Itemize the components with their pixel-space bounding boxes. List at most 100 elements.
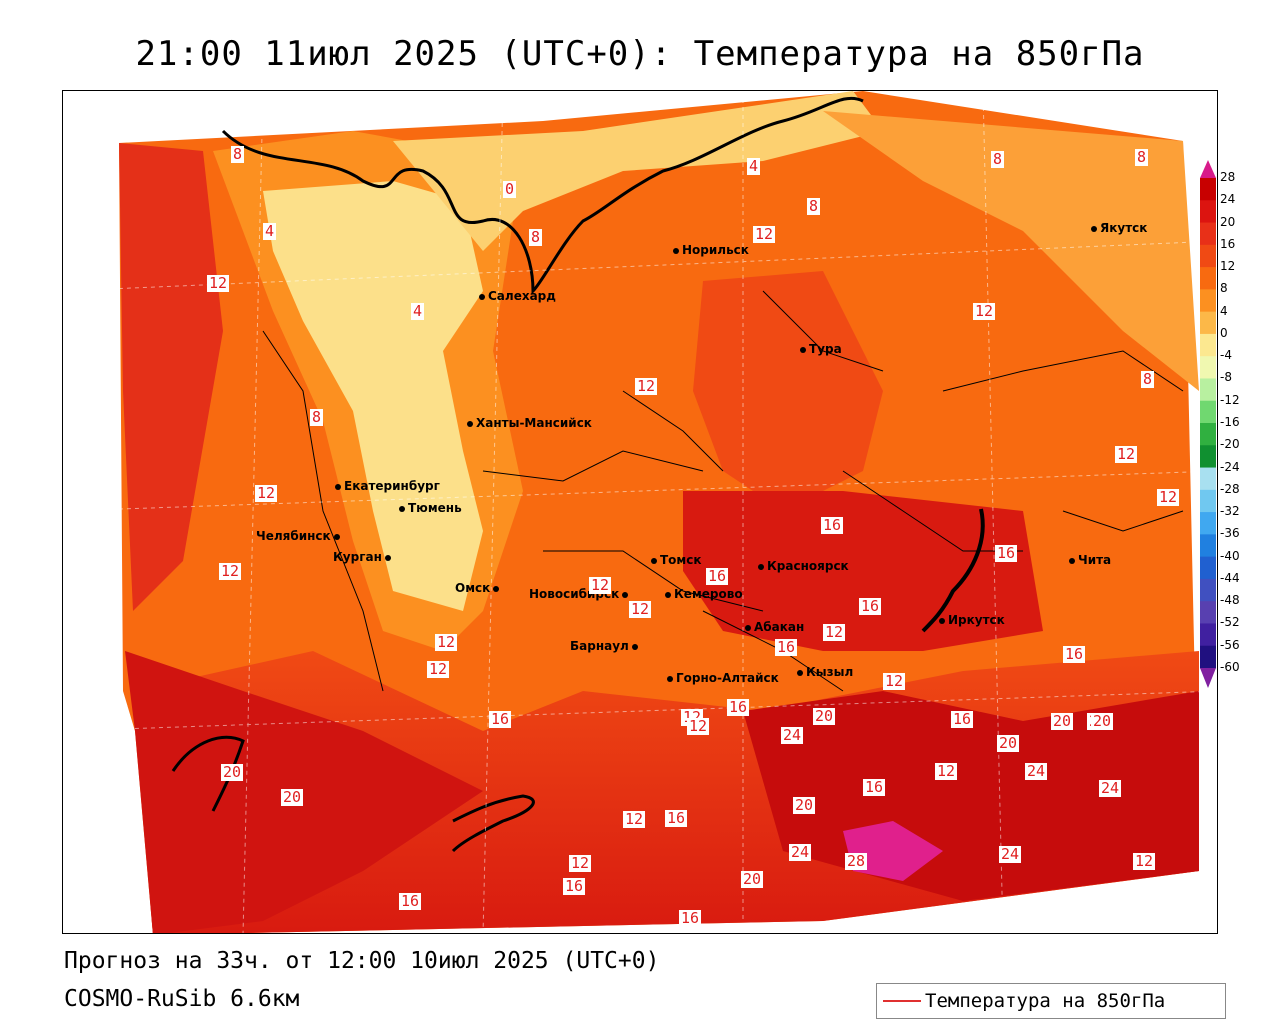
contour-label: 20	[997, 734, 1020, 752]
cold-arctic-zone	[393, 91, 883, 251]
city-dot	[665, 591, 671, 598]
city-dot	[673, 247, 679, 254]
contour-label: 16	[706, 567, 729, 585]
contour-label: 12	[629, 600, 652, 618]
colorbar-segment	[1200, 423, 1216, 446]
colorbar-tick-label: -28	[1220, 481, 1240, 496]
temperature-map: Норильск Якутск Салехард Тура Ханты-Манс…	[62, 90, 1218, 934]
colorbar-tick-label: -24	[1220, 459, 1240, 474]
contour-label: 8	[529, 228, 543, 246]
city-kemerovo: Кемерово	[665, 587, 743, 601]
arctic-coastline	[221, 96, 864, 295]
city-dot	[493, 585, 500, 592]
colorbar-tick-label: 16	[1220, 236, 1236, 251]
city-label: Курган	[333, 550, 382, 564]
contour-label: 16	[665, 809, 688, 827]
city-kyzyl: Кызыл	[797, 665, 853, 679]
city-dot	[631, 643, 638, 650]
contour-label: 12	[207, 274, 230, 292]
lake-baikal	[921, 508, 985, 633]
contour-label: 12	[635, 377, 658, 395]
contour-label: 8	[1135, 148, 1149, 166]
colorbar-tick-label: -20	[1220, 437, 1240, 452]
contour-label: 24	[1025, 762, 1048, 780]
contour-label: 16	[399, 892, 422, 910]
colorbar-tick-label: -36	[1220, 526, 1240, 541]
city-dot	[399, 505, 405, 512]
city-dot	[479, 293, 485, 300]
colorbar-tick-label: 4	[1220, 303, 1228, 318]
city-label: Тура	[809, 342, 842, 356]
contour-label: 8	[1141, 370, 1155, 388]
city-label: Горно-Алтайск	[676, 671, 779, 685]
contour-label: 8	[231, 145, 245, 163]
city-label: Тюмень	[408, 501, 462, 515]
colorbar-tick-label: 24	[1220, 192, 1236, 207]
contour-label: 16	[863, 778, 886, 796]
model-name: COSMO-RuSib 6.6км	[64, 986, 300, 1012]
contour-label: 20	[281, 788, 304, 806]
city-label: Абакан	[754, 620, 805, 634]
city-dot	[939, 617, 945, 624]
contour-label: 12	[687, 717, 710, 735]
contour-label: 12	[219, 562, 242, 580]
colorbar-segment	[1200, 378, 1216, 402]
colorbar-segment	[1200, 489, 1216, 513]
city-norilsk: Норильск	[673, 243, 749, 257]
contour-label: 16	[679, 909, 702, 927]
contour-label: 12	[435, 633, 458, 651]
contour-label: 20	[1091, 712, 1114, 730]
city-label: Якутск	[1100, 221, 1148, 235]
contour-label: 20	[1051, 712, 1074, 730]
forecast-info: Прогноз на 33ч. от 12:00 10июл 2025 (UTC…	[64, 948, 660, 974]
contour-label: 0	[503, 180, 517, 198]
warm-central-siberia-zone	[693, 271, 883, 511]
contour-label: 8	[310, 408, 324, 426]
contour-label: 16	[951, 710, 974, 728]
city-dot	[622, 591, 629, 598]
colorbar-segment	[1200, 400, 1216, 424]
west-warm-strip	[119, 143, 223, 611]
city-tomsk: Томск	[651, 553, 702, 567]
contour-label: 12	[823, 623, 846, 641]
colorbar-segment	[1200, 244, 1216, 268]
contour-label: 12	[255, 484, 278, 502]
graticule	[63, 91, 1217, 933]
city-dot	[333, 533, 340, 540]
contour-label: 12	[569, 854, 592, 872]
contour-label: 12	[935, 762, 958, 780]
contour-label: 24	[999, 845, 1022, 863]
city-label: Красноярск	[767, 559, 849, 573]
city-irkutsk: Иркутск	[939, 613, 1005, 627]
contour-label: 12	[973, 302, 996, 320]
colorbar-segment	[1200, 467, 1216, 491]
map-canvas	[63, 91, 1217, 933]
colorbar-tick-label: 28	[1220, 170, 1236, 184]
contour-label: 16	[859, 597, 882, 615]
city-abakan: Абакан	[745, 620, 804, 634]
colorbar-tick-label: -16	[1220, 415, 1240, 429]
northeast-cool-zone	[823, 111, 1199, 391]
cold-yamal-zone	[263, 181, 483, 611]
city-label: Чита	[1078, 553, 1112, 567]
colorbar-segment	[1200, 178, 1216, 201]
contour-label: 24	[789, 843, 812, 861]
contour-label: 12	[883, 672, 906, 690]
city-label: Салехард	[488, 289, 556, 303]
colorbar-tick-label: 0	[1220, 325, 1228, 340]
colorbar-segment	[1200, 200, 1216, 224]
city-novosibirsk: Новосибирск	[529, 587, 631, 601]
city-tyumen: Тюмень	[399, 501, 462, 515]
city-dot	[467, 420, 473, 427]
colorbar-tick-label: -4	[1220, 348, 1232, 363]
city-label: Барнаул	[570, 639, 629, 653]
contour-label: 4	[411, 302, 425, 320]
city-label: Кызыл	[806, 665, 854, 679]
colorbar-tick-label: -32	[1220, 504, 1240, 519]
colorbar-tick-label: 8	[1220, 281, 1228, 296]
contour-label: 16	[489, 710, 512, 728]
colorbar-tick-label: -12	[1220, 392, 1240, 407]
colorbar-segment	[1200, 289, 1216, 313]
contour-label: 12	[623, 810, 646, 828]
city-label: Томск	[660, 553, 702, 567]
